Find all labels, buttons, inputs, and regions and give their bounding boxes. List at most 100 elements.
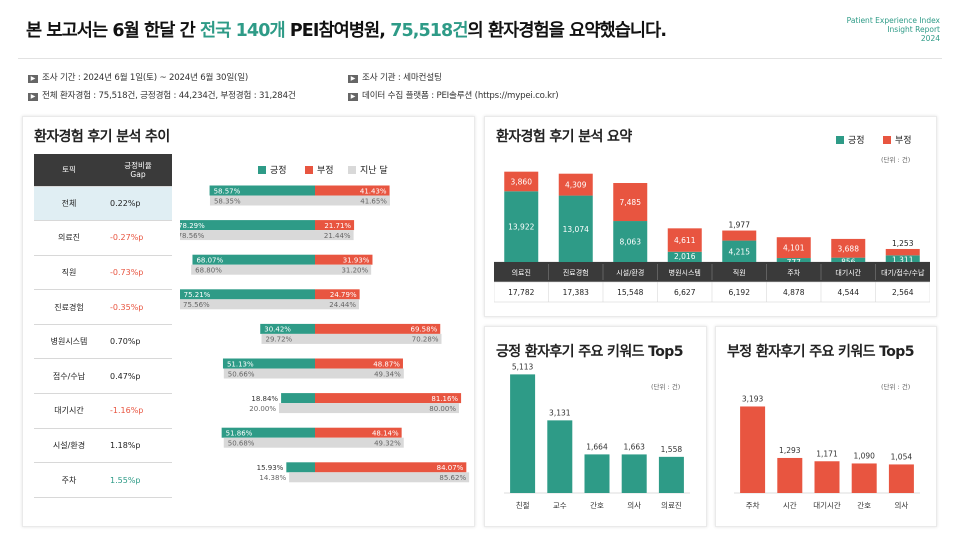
bar-positive <box>209 185 315 196</box>
table-row: 전체 0.22%p <box>34 186 172 222</box>
label-negative: 48.87% <box>373 360 400 368</box>
summary-chart: 13,922 3,860 13,074 4,309 8,063 7,485 2,016 4,6… <box>494 171 930 303</box>
meta-platform: ▶ 데이터 수집 플랫폼 : PEI솔루션 (https://mypei.co.k… <box>348 89 559 101</box>
legend-swatch-pos <box>258 166 266 174</box>
topic-cell: 의료진 <box>34 220 104 256</box>
keyword-category-label: 간호 <box>857 500 871 510</box>
bar-positive <box>180 289 315 300</box>
summary-total-label: 6,192 <box>729 288 751 297</box>
summary-legend-pos-label: 긍정 <box>848 136 865 146</box>
summary-bar-negative <box>885 248 920 256</box>
legend-pos-label: 긍정 <box>270 166 287 176</box>
label-prev-negative: 49.32% <box>374 440 401 448</box>
topic-cell: 직원 <box>34 255 104 291</box>
keyword-bar <box>621 454 647 493</box>
label-prev-positive: 58.35% <box>214 197 241 205</box>
summary-category-label: 주차 <box>787 268 800 277</box>
keyword-bar <box>658 456 684 493</box>
neg-keyword-chart: 3,193 주차 1,293 시간 1,171 대기시간 1,090 간호 1,054 의사 <box>734 394 920 510</box>
title-text-1: 본 보고서는 6월 한달 간 <box>26 21 201 41</box>
summary-bar-negative <box>722 230 757 241</box>
label-positive: 30.42% <box>264 326 291 334</box>
keyword-category-label: 주차 <box>746 501 760 510</box>
meta-totals-text: 전체 환자경험 : 75,518건, 긍정경험 : 44,234건, 부정경험 … <box>42 91 296 101</box>
keyword-bar <box>740 406 766 493</box>
label-negative: 69.58% <box>411 326 438 334</box>
legend-neg-label: 부정 <box>317 166 334 176</box>
keyword-value-label: 1,171 <box>816 449 838 458</box>
gap-cell: -0.35%p <box>104 289 172 325</box>
bar-positive <box>260 323 315 334</box>
keyword-category-label: 시간 <box>783 500 797 510</box>
keyword-value-label: 1,293 <box>779 446 801 455</box>
trend-chart: 58.57% 41.43% 58.35% 41.65% 78.29% 21.71% 78.5… <box>180 185 470 483</box>
bar-positive <box>180 220 315 231</box>
gap-cell: -0.73%p <box>104 255 172 291</box>
keyword-value-label: 1,558 <box>661 445 683 454</box>
play-icon: ▶ <box>28 75 38 83</box>
summary-bar-positive <box>885 255 920 262</box>
summary-label-negative: 4,309 <box>565 181 587 190</box>
label-positive: 51.86% <box>226 430 253 438</box>
label-prev-negative: 70.28% <box>412 336 439 344</box>
keyword-category-label: 대기시간 <box>813 500 841 510</box>
keyword-value-label: 1,090 <box>853 451 875 460</box>
bar-negative <box>315 462 467 473</box>
bar-positive <box>286 462 315 473</box>
header-divider <box>18 58 942 59</box>
pos-keyword-chart: 5,113 친절 3,131 교수 1,664 간호 1,663 의사 1,558 의료진 <box>504 362 690 510</box>
label-prev-positive: 68.80% <box>195 267 222 275</box>
play-icon: ▶ <box>348 75 358 83</box>
keyword-bar <box>814 461 840 493</box>
meta-platform-text: 데이터 수집 플랫폼 : PEI솔루션 (https://mypei.co.kr… <box>362 91 559 101</box>
keyword-value-label: 3,131 <box>549 408 571 417</box>
bar-positive <box>222 358 315 369</box>
table-row: 주차 1.55%p <box>34 462 172 498</box>
summary-label-positive: 1,311 <box>892 255 914 264</box>
gap-cell: 0.22%p <box>104 186 172 222</box>
title-text-2: PEI참여병원, <box>284 21 391 41</box>
label-negative: 21.71% <box>324 222 351 230</box>
summary-bar-negative <box>613 183 648 222</box>
table-row: 대기시간 -1.16%p <box>34 393 172 429</box>
table-row: 진료경험 -0.35%p <box>34 289 172 325</box>
gap-cell: 1.55%p <box>104 462 172 498</box>
brand-line-1: Patient Experience Index <box>846 16 940 25</box>
bar-previous <box>191 264 372 275</box>
label-negative: 81.16% <box>431 395 458 403</box>
keyword-bar <box>547 420 573 493</box>
bar-positive <box>192 254 315 265</box>
label-prev-negative: 21.44% <box>324 232 351 240</box>
summary-category-label: 직원 <box>733 268 746 277</box>
keyword-value-label: 1,664 <box>586 442 608 451</box>
bar-previous <box>180 299 359 310</box>
summary-category-label: 진료경험 <box>563 268 589 277</box>
summary-legend-neg-label: 부정 <box>895 136 912 146</box>
summary-label-positive: 8,063 <box>620 238 642 247</box>
summary-bar-negative <box>776 237 811 259</box>
gap-cell: 0.70%p <box>104 324 172 360</box>
summary-label-negative: 3,688 <box>838 244 860 253</box>
summary-bar-negative <box>831 238 866 258</box>
label-negative: 84.07% <box>437 464 464 472</box>
summary-label-positive: 4,215 <box>729 247 751 256</box>
summary-total-label: 17,782 <box>508 288 534 297</box>
label-prev-positive: 29.72% <box>266 336 293 344</box>
table-row: 직원 -0.73%p <box>34 255 172 291</box>
keyword-bar <box>888 464 914 493</box>
neg-keyword-title: 부정 환자후기 주요 키워드 Top5 <box>727 344 914 360</box>
bar-previous <box>261 333 442 344</box>
meta-period: ▶ 조사 기간 : 2024년 6월 1일(토) ~ 2024년 6월 30일(일… <box>28 71 248 83</box>
summary-label-negative: 7,485 <box>620 198 642 207</box>
meta-period-text: 조사 기간 : 2024년 6월 1일(토) ~ 2024년 6월 30일(일) <box>42 73 249 83</box>
gap-cell: -0.27%p <box>104 220 172 256</box>
gap-cell: 1.18%p <box>104 428 172 464</box>
meta-agency: ▶ 조사 기관 : 세마컨설팅 <box>348 71 442 83</box>
legend-swatch-prev <box>348 166 356 174</box>
summary-label-negative: 1,977 <box>729 221 751 230</box>
summary-label-positive: 13,074 <box>563 225 589 234</box>
bar-negative <box>315 323 441 334</box>
brand-line-3: 2024 <box>920 34 940 43</box>
col-gap-line2: Gap <box>130 169 146 179</box>
bar-previous <box>279 403 459 414</box>
